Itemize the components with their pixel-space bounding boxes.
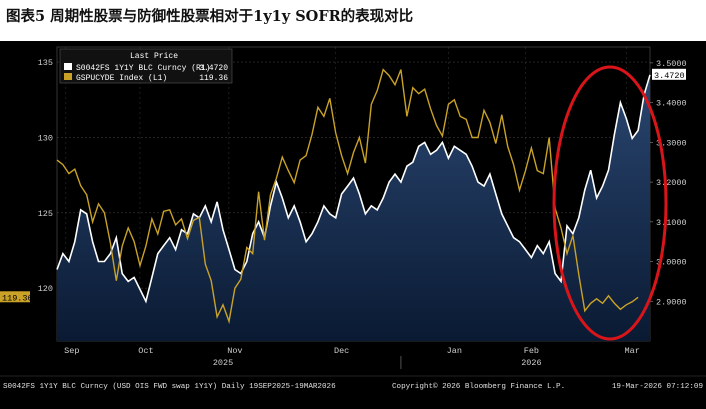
swap-rate-line xyxy=(56,74,651,304)
chart-panel: 120 125 130 135 2.9000 3.0000 3.1000 3.2000 3.3… xyxy=(0,41,706,409)
last-value-left: 119.36 xyxy=(0,291,33,303)
highlight-circle xyxy=(552,65,668,341)
x-month-label: Oct xyxy=(138,346,153,356)
legend: Last Price S0042FS 1Y1Y BLC Curncy (R1) … xyxy=(59,48,233,84)
right-axis: 2.9000 3.0000 3.1000 3.2000 3.3000 3.4000 3.50… xyxy=(650,59,687,307)
left-axis: 120 125 130 135 xyxy=(38,58,53,294)
legend-label-index: GSPUCYDE Index (L1) xyxy=(76,74,167,83)
footer-right: 19-Mar-2026 07:12:09 xyxy=(612,383,704,391)
legend-value-swap-rate: 3.4720 xyxy=(199,64,228,73)
x-year-label: 2025 xyxy=(213,358,233,368)
legend-label-swap-rate: S0042FS 1Y1Y BLC Curncy (R1) xyxy=(76,64,210,73)
footer-center: Copyright© 2026 Bloomberg Finance L.P. xyxy=(392,382,565,391)
x-month-label: Mar xyxy=(625,346,640,356)
page-title: 图表5 周期性股票与防御性股票相对于1y1y SOFR的表现对比 xyxy=(6,8,414,25)
last-value-right-label: 3.4720 xyxy=(654,71,685,81)
cyclical-defensive-index-line xyxy=(56,68,639,325)
x-month-label: Jan xyxy=(447,346,462,356)
x-axis: Sep Oct Nov Dec Jan Feb Mar 2025 2026 xyxy=(64,346,640,369)
x-month-label: Feb xyxy=(524,346,539,356)
swap-rate-area xyxy=(57,74,650,342)
right-tick-label: 3.0000 xyxy=(656,258,687,268)
right-tick-label: 3.2000 xyxy=(656,178,687,188)
last-value-right: 3.4720 xyxy=(652,68,686,81)
left-tick-label: 130 xyxy=(38,133,53,143)
left-tick-label: 120 xyxy=(38,284,53,294)
x-year-label: 2026 xyxy=(521,358,541,368)
left-tick-label: 125 xyxy=(38,209,53,219)
x-month-label: Sep xyxy=(64,346,79,356)
legend-value-index: 119.36 xyxy=(199,74,228,83)
legend-swatch-swap-rate xyxy=(64,63,72,70)
x-month-label: Nov xyxy=(227,346,242,356)
left-tick-label: 135 xyxy=(38,58,53,68)
right-tick-label: 3.1000 xyxy=(656,218,687,228)
right-tick-label: 3.5000 xyxy=(656,59,687,69)
last-value-left-label: 119.36 xyxy=(2,293,33,303)
legend-swatch-index xyxy=(64,73,72,80)
x-month-label: Dec xyxy=(334,346,349,356)
footer-left: S0042FS 1Y1Y BLC Curncy (USD OIS FWD swa… xyxy=(3,383,336,391)
right-tick-label: 3.4000 xyxy=(656,99,687,109)
right-tick-label: 2.9000 xyxy=(656,297,687,307)
legend-header: Last Price xyxy=(130,52,178,61)
right-tick-label: 3.3000 xyxy=(656,138,687,148)
chart-canvas: 120 125 130 135 2.9000 3.0000 3.1000 3.2000 3.3… xyxy=(0,46,706,391)
